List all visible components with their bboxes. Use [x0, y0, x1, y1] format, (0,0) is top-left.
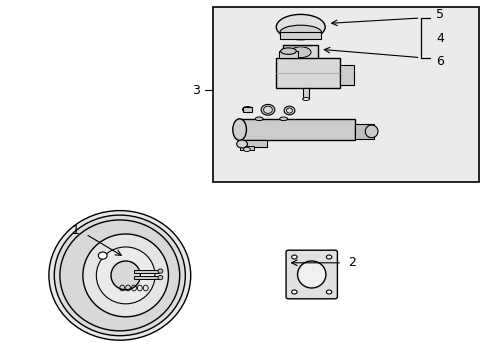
Ellipse shape [232, 119, 246, 140]
Ellipse shape [286, 108, 292, 113]
Ellipse shape [158, 275, 163, 280]
Ellipse shape [284, 106, 294, 115]
Ellipse shape [60, 220, 180, 331]
Bar [303, 88, 308, 98]
Ellipse shape [158, 269, 163, 273]
Ellipse shape [279, 117, 287, 121]
Ellipse shape [236, 140, 247, 148]
Bar [239, 146, 254, 150]
Ellipse shape [255, 117, 263, 121]
Bar [354, 124, 373, 139]
Text: 3: 3 [191, 84, 199, 96]
Text: 1: 1 [72, 224, 80, 237]
Text: 4: 4 [435, 32, 443, 45]
Bar [243, 107, 251, 112]
Text: 5: 5 [435, 8, 443, 21]
Text: 6: 6 [435, 55, 443, 68]
Bar [134, 270, 159, 273]
Bar [239, 119, 354, 140]
Bar [278, 51, 298, 58]
FancyBboxPatch shape [285, 250, 337, 299]
Text: 2: 2 [347, 256, 355, 269]
Ellipse shape [54, 215, 185, 336]
Ellipse shape [261, 104, 274, 115]
Bar [283, 45, 318, 59]
Ellipse shape [263, 106, 272, 113]
Ellipse shape [302, 98, 309, 100]
Ellipse shape [291, 290, 296, 294]
Ellipse shape [243, 147, 250, 152]
Ellipse shape [280, 48, 296, 54]
Ellipse shape [96, 247, 155, 304]
Ellipse shape [325, 255, 331, 259]
Ellipse shape [365, 125, 377, 138]
Ellipse shape [276, 14, 325, 40]
Ellipse shape [111, 261, 140, 290]
Bar [276, 58, 339, 88]
Ellipse shape [49, 211, 190, 340]
Ellipse shape [242, 107, 252, 112]
Bar [280, 32, 321, 39]
Bar [134, 276, 159, 279]
Bar [242, 140, 266, 147]
Ellipse shape [98, 252, 107, 259]
Ellipse shape [279, 25, 321, 40]
Bar [339, 65, 353, 85]
Ellipse shape [291, 255, 296, 259]
Bar [212, 7, 478, 182]
Ellipse shape [82, 234, 168, 317]
Ellipse shape [290, 47, 310, 58]
Ellipse shape [325, 290, 331, 294]
Ellipse shape [297, 261, 325, 288]
